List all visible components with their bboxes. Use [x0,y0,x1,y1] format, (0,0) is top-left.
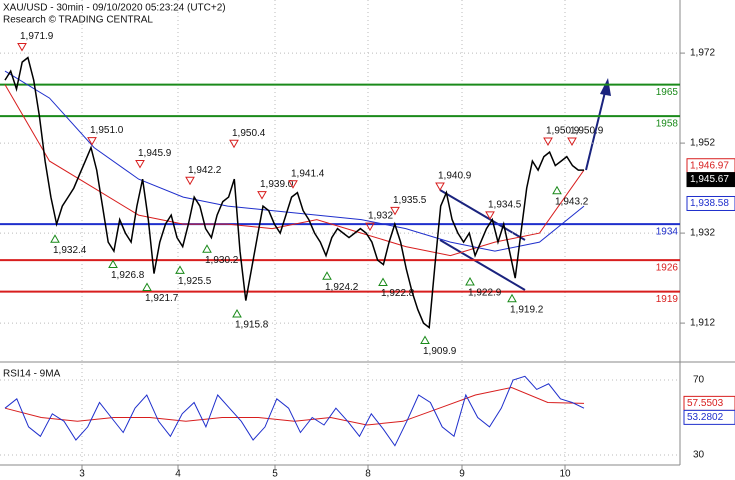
trough-marker [552,185,562,195]
peak-label: 1,941.4 [291,168,325,179]
price-badge-label: 1,946.97 [690,160,729,171]
x-tick-label: 10 [559,469,571,480]
peak-marker [257,191,267,200]
peak-label: 1,945.9 [138,148,172,159]
rsi-tick-label: 70 [693,375,705,386]
trough-label: 1,930.2 [205,255,239,266]
peak-marker [435,182,445,192]
trough-marker [465,277,475,286]
y-tick-label: 1,952 [690,138,715,149]
trough-label: 1,909.9 [423,346,457,357]
trough-marker [175,265,185,274]
trough-label: 1,926.8 [111,270,145,281]
rsi-badge-label: 57.5503 [687,398,724,409]
rsi-line [4,375,585,447]
trough-label: 1,922.9 [468,288,502,299]
arrow-head [600,78,611,96]
peak-marker [185,176,195,186]
chart-title: XAU/USD - 30min - 09/10/2020 05:23:24 (U… [3,3,226,14]
peak-label: 1,971.9 [20,31,54,42]
peak-marker [543,137,553,147]
peak-marker [87,137,97,146]
price-badge-label: 1,938.58 [690,198,729,209]
trough-label: 1,915.8 [235,320,269,331]
trough-marker [50,234,60,243]
peak-marker [229,139,239,149]
peak-marker [288,180,298,189]
rsi-tick-label: 30 [693,450,705,461]
level-label: 1919 [656,294,679,305]
peak-marker [390,206,400,216]
trough-label: 1,922.8 [381,288,415,299]
channel-line [439,239,526,291]
trough-label: 1,943.2 [555,196,589,207]
rsi-title: RSI14 - 9MA [3,369,61,380]
trough-label: 1,925.5 [178,276,212,287]
trough-marker [108,259,118,268]
y-tick-label: 1,932 [690,228,715,239]
peak-label: 1,942.2 [188,165,222,176]
trough-marker [322,271,332,280]
peak-label: 1,939.0 [260,179,294,190]
peak-marker [17,43,27,52]
trough-label: 1,921.7 [145,293,179,304]
price-line [4,56,584,330]
peak-label: 1,951.0 [90,125,124,136]
trough-marker [378,277,388,286]
trough-marker [507,293,517,303]
rsi-badge-label: 53.2802 [687,412,724,423]
peak-marker [365,222,375,232]
y-tick-label: 1,912 [690,318,715,329]
peak-label: 1,950.9 [546,126,580,137]
trough-marker [202,244,212,253]
price-badge-label: 1,945.67 [690,174,729,185]
moving-average [4,84,585,257]
trough-label: 1,924.2 [325,282,359,293]
channel-line [439,189,526,241]
trough-marker [232,308,242,318]
level-label: 1926 [656,263,679,274]
forecast-arrow [585,87,607,171]
price-badge [686,195,735,211]
x-tick-label: 5 [272,469,278,480]
peak-marker [567,137,577,147]
rsi-badge [683,409,735,425]
x-tick-label: 4 [175,469,181,480]
level-label: 1934 [656,227,679,238]
peak-marker [135,160,145,169]
x-tick-label: 9 [459,469,465,480]
peak-label: 1,940.9 [438,171,472,182]
x-tick-label: 3 [79,469,85,480]
y-tick-label: 1,972 [690,48,715,59]
peak-label: 1,935.5 [393,195,427,206]
price-badge [686,172,735,188]
peak-label: 1,934.5 [488,199,522,210]
moving-average [4,70,585,252]
peak-label: 1,950.9 [570,126,604,137]
level-label: 1965 [656,87,679,98]
peak-label: 1,950.4 [232,128,266,139]
trough-marker [142,282,152,291]
trough-label: 1,932.4 [53,245,87,256]
peak-label: 1,932 [368,211,393,222]
x-tick-label: 8 [365,469,371,480]
level-label: 1958 [656,119,679,130]
trough-marker [420,335,430,345]
chart-subtitle: Research © TRADING CENTRAL [3,15,153,26]
trough-label: 1,919.2 [510,304,544,315]
peak-marker [485,211,495,220]
